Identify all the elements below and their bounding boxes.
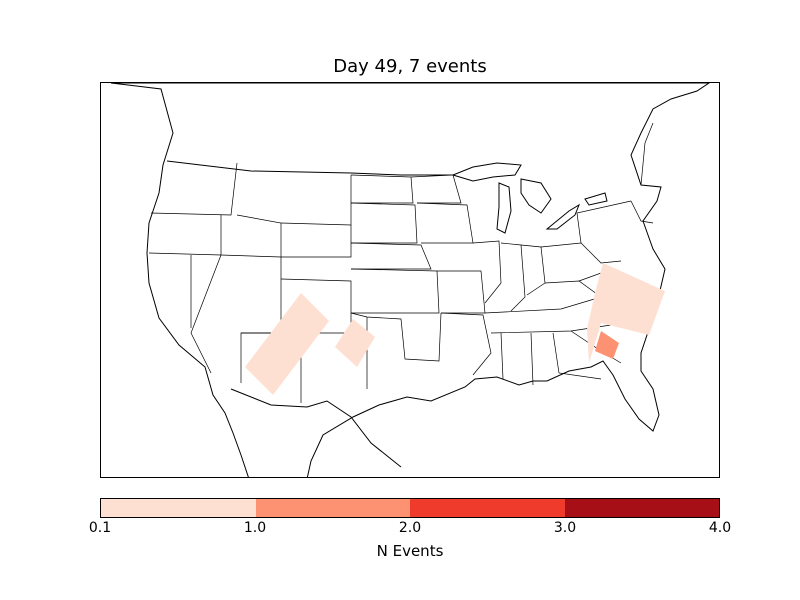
colorbar [100, 498, 720, 518]
colorbar-tick: 2.0 [398, 520, 422, 536]
colorbar-tick: 0.1 [88, 520, 112, 536]
lake-huron [520, 178, 552, 214]
us-map [110, 83, 710, 477]
colorbar-segment [410, 499, 565, 517]
colorbar-tick: 3.0 [553, 520, 577, 536]
lake-michigan [496, 182, 512, 234]
event-area-carolinas [587, 263, 665, 363]
colorbar-segment [564, 499, 719, 517]
colorbar-tick: 4.0 [708, 520, 732, 536]
colorbar-segment [101, 499, 256, 517]
map-title: Day 49, 7 events [333, 56, 487, 77]
colorbar-label: N Events [376, 542, 444, 560]
map-panel [100, 82, 720, 478]
colorbar-segment [255, 499, 410, 517]
us-canada-border [166, 160, 453, 176]
colorbar-tick: 1.0 [243, 520, 267, 536]
event-area-georgia [595, 331, 619, 359]
lake-erie [545, 203, 581, 230]
lake-ontario [584, 192, 608, 206]
us-mexico-border [230, 388, 402, 468]
lake-superior [451, 162, 522, 182]
event-area-new-mexico [335, 319, 375, 367]
event-area-southwest [245, 293, 329, 395]
